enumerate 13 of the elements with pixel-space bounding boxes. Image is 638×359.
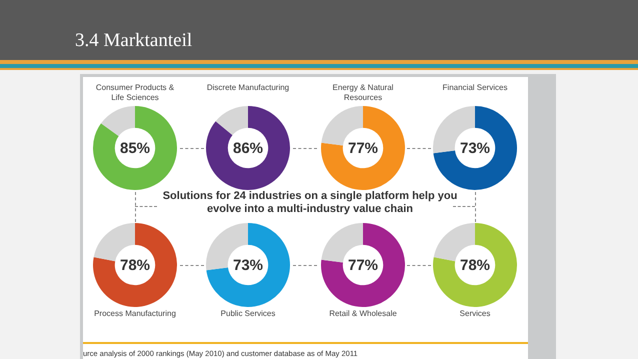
data-label: 73%: [460, 140, 490, 158]
text: 3.4 Marktanteil: [75, 30, 192, 52]
text: Public Services: [220, 309, 276, 319]
text: Retail & Wholesale: [328, 309, 398, 319]
chart-title: Financial Services: [442, 83, 508, 93]
data-label: 78%: [460, 257, 490, 274]
chart-title: Consumer Products & Life Sciences: [94, 83, 176, 103]
data-label: 85%: [120, 140, 150, 158]
text: Services: [458, 309, 492, 319]
data-label: 78%: [120, 257, 150, 274]
chart-title: Energy & Natural Resources: [332, 83, 394, 103]
chart-title: Discrete Manufacturing: [206, 83, 290, 93]
text: Process Manufacturing: [93, 309, 177, 319]
